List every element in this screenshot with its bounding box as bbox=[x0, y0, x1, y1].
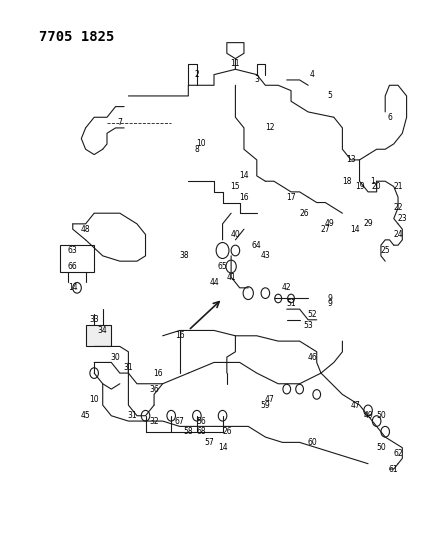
Text: 47: 47 bbox=[351, 401, 360, 409]
Text: 9: 9 bbox=[327, 300, 332, 308]
Text: 57: 57 bbox=[205, 438, 214, 447]
Text: 56: 56 bbox=[196, 417, 206, 425]
Text: 48: 48 bbox=[81, 225, 90, 233]
Text: 13: 13 bbox=[346, 156, 356, 164]
Text: 25: 25 bbox=[380, 246, 390, 255]
Text: 7705 1825: 7705 1825 bbox=[39, 30, 115, 44]
Text: 18: 18 bbox=[342, 177, 351, 185]
Text: 2: 2 bbox=[194, 70, 199, 79]
Text: 14: 14 bbox=[351, 225, 360, 233]
Text: 51: 51 bbox=[286, 300, 296, 308]
Text: 62: 62 bbox=[393, 449, 403, 457]
Text: 67: 67 bbox=[175, 417, 184, 425]
Text: 49: 49 bbox=[325, 220, 334, 228]
Text: 29: 29 bbox=[363, 220, 373, 228]
Text: 10: 10 bbox=[89, 395, 99, 404]
Text: 40: 40 bbox=[231, 230, 240, 239]
Text: 17: 17 bbox=[286, 193, 296, 201]
Text: 14: 14 bbox=[68, 284, 77, 292]
Text: 60: 60 bbox=[308, 438, 317, 447]
Text: 7: 7 bbox=[117, 118, 122, 127]
Text: 22: 22 bbox=[393, 204, 403, 212]
Text: 8: 8 bbox=[194, 145, 199, 154]
Text: 49: 49 bbox=[363, 411, 373, 420]
Text: 9: 9 bbox=[327, 294, 332, 303]
Text: 16: 16 bbox=[239, 193, 249, 201]
Text: 38: 38 bbox=[179, 252, 189, 260]
Text: 50: 50 bbox=[376, 443, 386, 452]
Text: 26: 26 bbox=[299, 209, 309, 217]
Text: 16: 16 bbox=[154, 369, 163, 377]
Text: 50: 50 bbox=[376, 411, 386, 420]
Text: 33: 33 bbox=[89, 316, 99, 324]
Text: 32: 32 bbox=[149, 417, 159, 425]
Text: 20: 20 bbox=[372, 182, 381, 191]
Text: 10: 10 bbox=[196, 140, 206, 148]
Text: 14: 14 bbox=[218, 443, 227, 452]
Text: 43: 43 bbox=[261, 252, 270, 260]
Text: 12: 12 bbox=[265, 124, 274, 132]
Text: 16: 16 bbox=[175, 332, 184, 340]
Text: 3: 3 bbox=[254, 76, 259, 84]
Text: 45: 45 bbox=[81, 411, 90, 420]
Text: 42: 42 bbox=[282, 284, 291, 292]
Text: 26: 26 bbox=[222, 427, 232, 436]
Text: 58: 58 bbox=[184, 427, 193, 436]
Text: 52: 52 bbox=[308, 310, 317, 319]
Text: 19: 19 bbox=[355, 182, 364, 191]
Text: 11: 11 bbox=[231, 60, 240, 68]
Text: 4: 4 bbox=[310, 70, 315, 79]
Text: 31: 31 bbox=[128, 411, 137, 420]
Text: 21: 21 bbox=[393, 182, 403, 191]
Text: 24: 24 bbox=[393, 230, 403, 239]
Text: 64: 64 bbox=[252, 241, 262, 249]
Text: 14: 14 bbox=[239, 172, 249, 180]
Text: 44: 44 bbox=[209, 278, 219, 287]
Text: 63: 63 bbox=[68, 246, 77, 255]
Text: 27: 27 bbox=[321, 225, 330, 233]
Text: 34: 34 bbox=[98, 326, 107, 335]
Text: 6: 6 bbox=[387, 113, 392, 122]
Text: 59: 59 bbox=[261, 401, 270, 409]
Text: 65: 65 bbox=[218, 262, 227, 271]
Text: 31: 31 bbox=[124, 364, 133, 372]
Text: 46: 46 bbox=[308, 353, 317, 361]
Text: 66: 66 bbox=[68, 262, 77, 271]
Text: 30: 30 bbox=[111, 353, 120, 361]
Bar bbox=[86, 325, 111, 346]
Text: 15: 15 bbox=[231, 182, 240, 191]
Text: 41: 41 bbox=[226, 273, 236, 281]
Text: 1: 1 bbox=[370, 177, 375, 185]
Text: 5: 5 bbox=[327, 92, 332, 100]
Text: 36: 36 bbox=[149, 385, 159, 393]
Text: 23: 23 bbox=[398, 214, 407, 223]
Text: 68: 68 bbox=[196, 427, 206, 436]
Text: 47: 47 bbox=[265, 395, 274, 404]
Bar bbox=[60, 245, 94, 272]
Text: 61: 61 bbox=[389, 465, 398, 473]
Text: 53: 53 bbox=[303, 321, 313, 329]
